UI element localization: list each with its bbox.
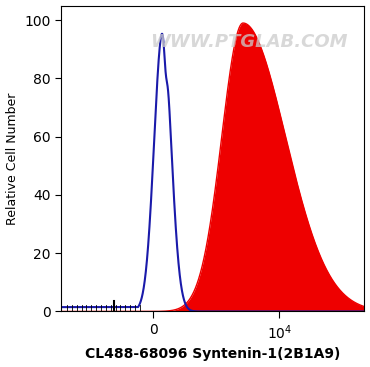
Y-axis label: Relative Cell Number: Relative Cell Number bbox=[6, 92, 18, 225]
X-axis label: CL488-68096 Syntenin-1(2B1A9): CL488-68096 Syntenin-1(2B1A9) bbox=[85, 348, 340, 361]
Text: WWW.PTGLAB.COM: WWW.PTGLAB.COM bbox=[150, 33, 348, 51]
